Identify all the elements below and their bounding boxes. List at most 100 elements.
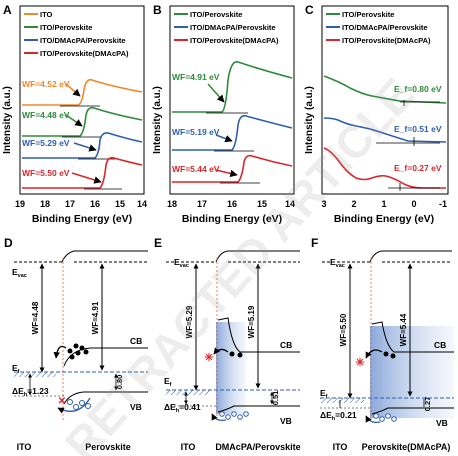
- series-line-ito-perovskite: [172, 61, 293, 113]
- x-tick-label: 3: [321, 199, 326, 209]
- wf-arrow: [215, 169, 238, 178]
- legend-entry: ITO: [40, 10, 53, 19]
- panel-f: F Evac WF=5.50 WF=5.44 Ef CB VB 0.27 ✳ Δ…: [311, 236, 454, 452]
- layer-label: Perovskite(DMAcPA): [362, 442, 451, 452]
- series-line-ito-dmacpa-perovskite: [323, 117, 447, 143]
- dEh-label: ΔEh=0.21: [320, 410, 357, 422]
- layer-label: ITO: [17, 442, 32, 452]
- series-line-ito-perovskite-dmacpa: [172, 154, 293, 183]
- cb-label: CB: [434, 340, 446, 350]
- cb-label: CB: [130, 336, 142, 346]
- vb-line: [217, 405, 300, 413]
- wf-arrow: [65, 114, 83, 127]
- panel-c: C Intensity (a.u.) Binding Energy (eV) 3…: [304, 3, 449, 225]
- x-tick-label: -1: [439, 199, 447, 209]
- x-tick-label: 17: [197, 199, 207, 209]
- series-line-ito-dmacpa-perovskite: [22, 132, 143, 159]
- wf-label: WF=4.91: [91, 301, 100, 334]
- wf-label: WF=5.19 eV: [172, 127, 220, 137]
- x-tick-label: 16: [227, 199, 237, 209]
- evac-label: Evac: [12, 267, 27, 279]
- panel-letter: B: [153, 3, 162, 17]
- panel-letter: F: [311, 236, 318, 250]
- vb-label: VB: [130, 402, 142, 412]
- wf-label: WF=5.29: [185, 305, 194, 338]
- legend-entry: ITO/DMAcPA/Perovskite: [40, 36, 126, 45]
- x-tick-label: 0: [411, 199, 416, 209]
- wf-label: WF=5.29 eV: [22, 138, 70, 148]
- legend-entry: ITO/Perovskite(DMAcPA): [40, 49, 129, 58]
- wf-arrow: [65, 83, 81, 97]
- dmacpa-band-region: [216, 322, 246, 414]
- x-tick-label: 14: [137, 199, 147, 209]
- vb-line: [371, 407, 454, 415]
- vacuum-level-line: [215, 250, 300, 263]
- holes: [373, 413, 397, 422]
- evac-label: Evac: [174, 257, 189, 269]
- ito-fermi-hatch: [320, 398, 364, 403]
- blocked-cross-icon: ✕: [58, 396, 66, 407]
- electron-transfer-arrow: [365, 349, 383, 359]
- legend-entry: ITO/Perovskite: [190, 10, 242, 19]
- ef-label: Ef: [164, 376, 172, 388]
- wf-label: WF=5.44: [399, 313, 408, 346]
- cb-line: [63, 347, 148, 367]
- hole-transfer-arrow: [57, 397, 91, 414]
- wf-label: WF=4.48: [31, 301, 40, 334]
- x-tick-label: 17: [65, 199, 75, 209]
- ef-label: E_f=0.27 eV: [394, 163, 442, 173]
- electron-transfer-arrow: [213, 347, 229, 355]
- cb-label: CB: [280, 340, 292, 350]
- wf-arrow: [207, 83, 225, 103]
- x-tick-label: 2: [351, 199, 356, 209]
- ef-label: E_f=0.51 eV: [394, 124, 442, 134]
- blocked-cross-icon: ✳: [204, 352, 213, 364]
- hole-transfer-arrow: [365, 415, 381, 424]
- series-line-ito-dmacpa-perovskite: [172, 114, 293, 151]
- layer-label: ITO: [181, 442, 196, 452]
- x-tick-label: 15: [257, 199, 267, 209]
- x-tick-label: 18: [167, 199, 177, 209]
- electrons: [67, 343, 89, 360]
- panel-b: B Intensity (a.u.) Binding Energy (eV) 1…: [152, 3, 295, 225]
- electrons: [383, 351, 396, 359]
- vb-label: VB: [436, 418, 448, 428]
- panel-a: A Intensity (a.u.) Binding Energy (eV) 1…: [2, 3, 147, 225]
- wf-label: WF=5.50 eV: [22, 168, 70, 178]
- series-line-ito-perovskite-dmacpa: [323, 147, 446, 189]
- wf-label: WF=5.50: [339, 313, 348, 346]
- series-line-ito: [22, 78, 143, 106]
- wf-arrow: [71, 172, 102, 184]
- layer-label: ITO: [333, 442, 348, 452]
- wf-arrow: [73, 142, 97, 152]
- x-axis-label: Binding Energy (eV): [32, 213, 132, 225]
- wf-label: WF=5.19: [247, 305, 256, 338]
- cb-line: [371, 321, 454, 353]
- ito-fermi-hatch: [166, 390, 210, 395]
- ef-label: E_f=0.80 eV: [394, 84, 442, 94]
- x-tick-label: 15: [115, 199, 125, 209]
- holes: [67, 399, 91, 410]
- x-tick-label: 14: [285, 199, 295, 209]
- layer-label: Perovskite: [85, 442, 131, 452]
- dEh-label: ΔEh=1.23: [12, 386, 49, 398]
- gap-label: 0.51: [271, 391, 280, 406]
- vb-label: VB: [280, 416, 292, 426]
- series-line-ito-perovskite: [22, 106, 143, 137]
- legend-entry: ITO/DMAcPA/Perovskite: [190, 23, 276, 32]
- gap-label: 0.80: [115, 375, 124, 390]
- cb-line: [217, 317, 300, 353]
- x-tick-label: 16: [90, 199, 100, 209]
- dEh-label: ΔEh=0.41: [164, 402, 201, 414]
- evac-label: Evac: [330, 257, 345, 269]
- plot-frame: [169, 5, 295, 195]
- panel-letter: D: [4, 236, 13, 250]
- holes: [219, 411, 249, 420]
- vacuum-level-line: [61, 250, 148, 263]
- y-axis-label: Intensity (a.u.): [304, 86, 315, 154]
- wf-label: WF=4.48 eV: [22, 110, 70, 120]
- wf-label: WF=5.44 eV: [172, 164, 220, 174]
- blocked-cross-icon: ✳: [355, 357, 364, 369]
- series-line-ito-perovskite: [323, 75, 447, 104]
- vb-line: [63, 391, 148, 405]
